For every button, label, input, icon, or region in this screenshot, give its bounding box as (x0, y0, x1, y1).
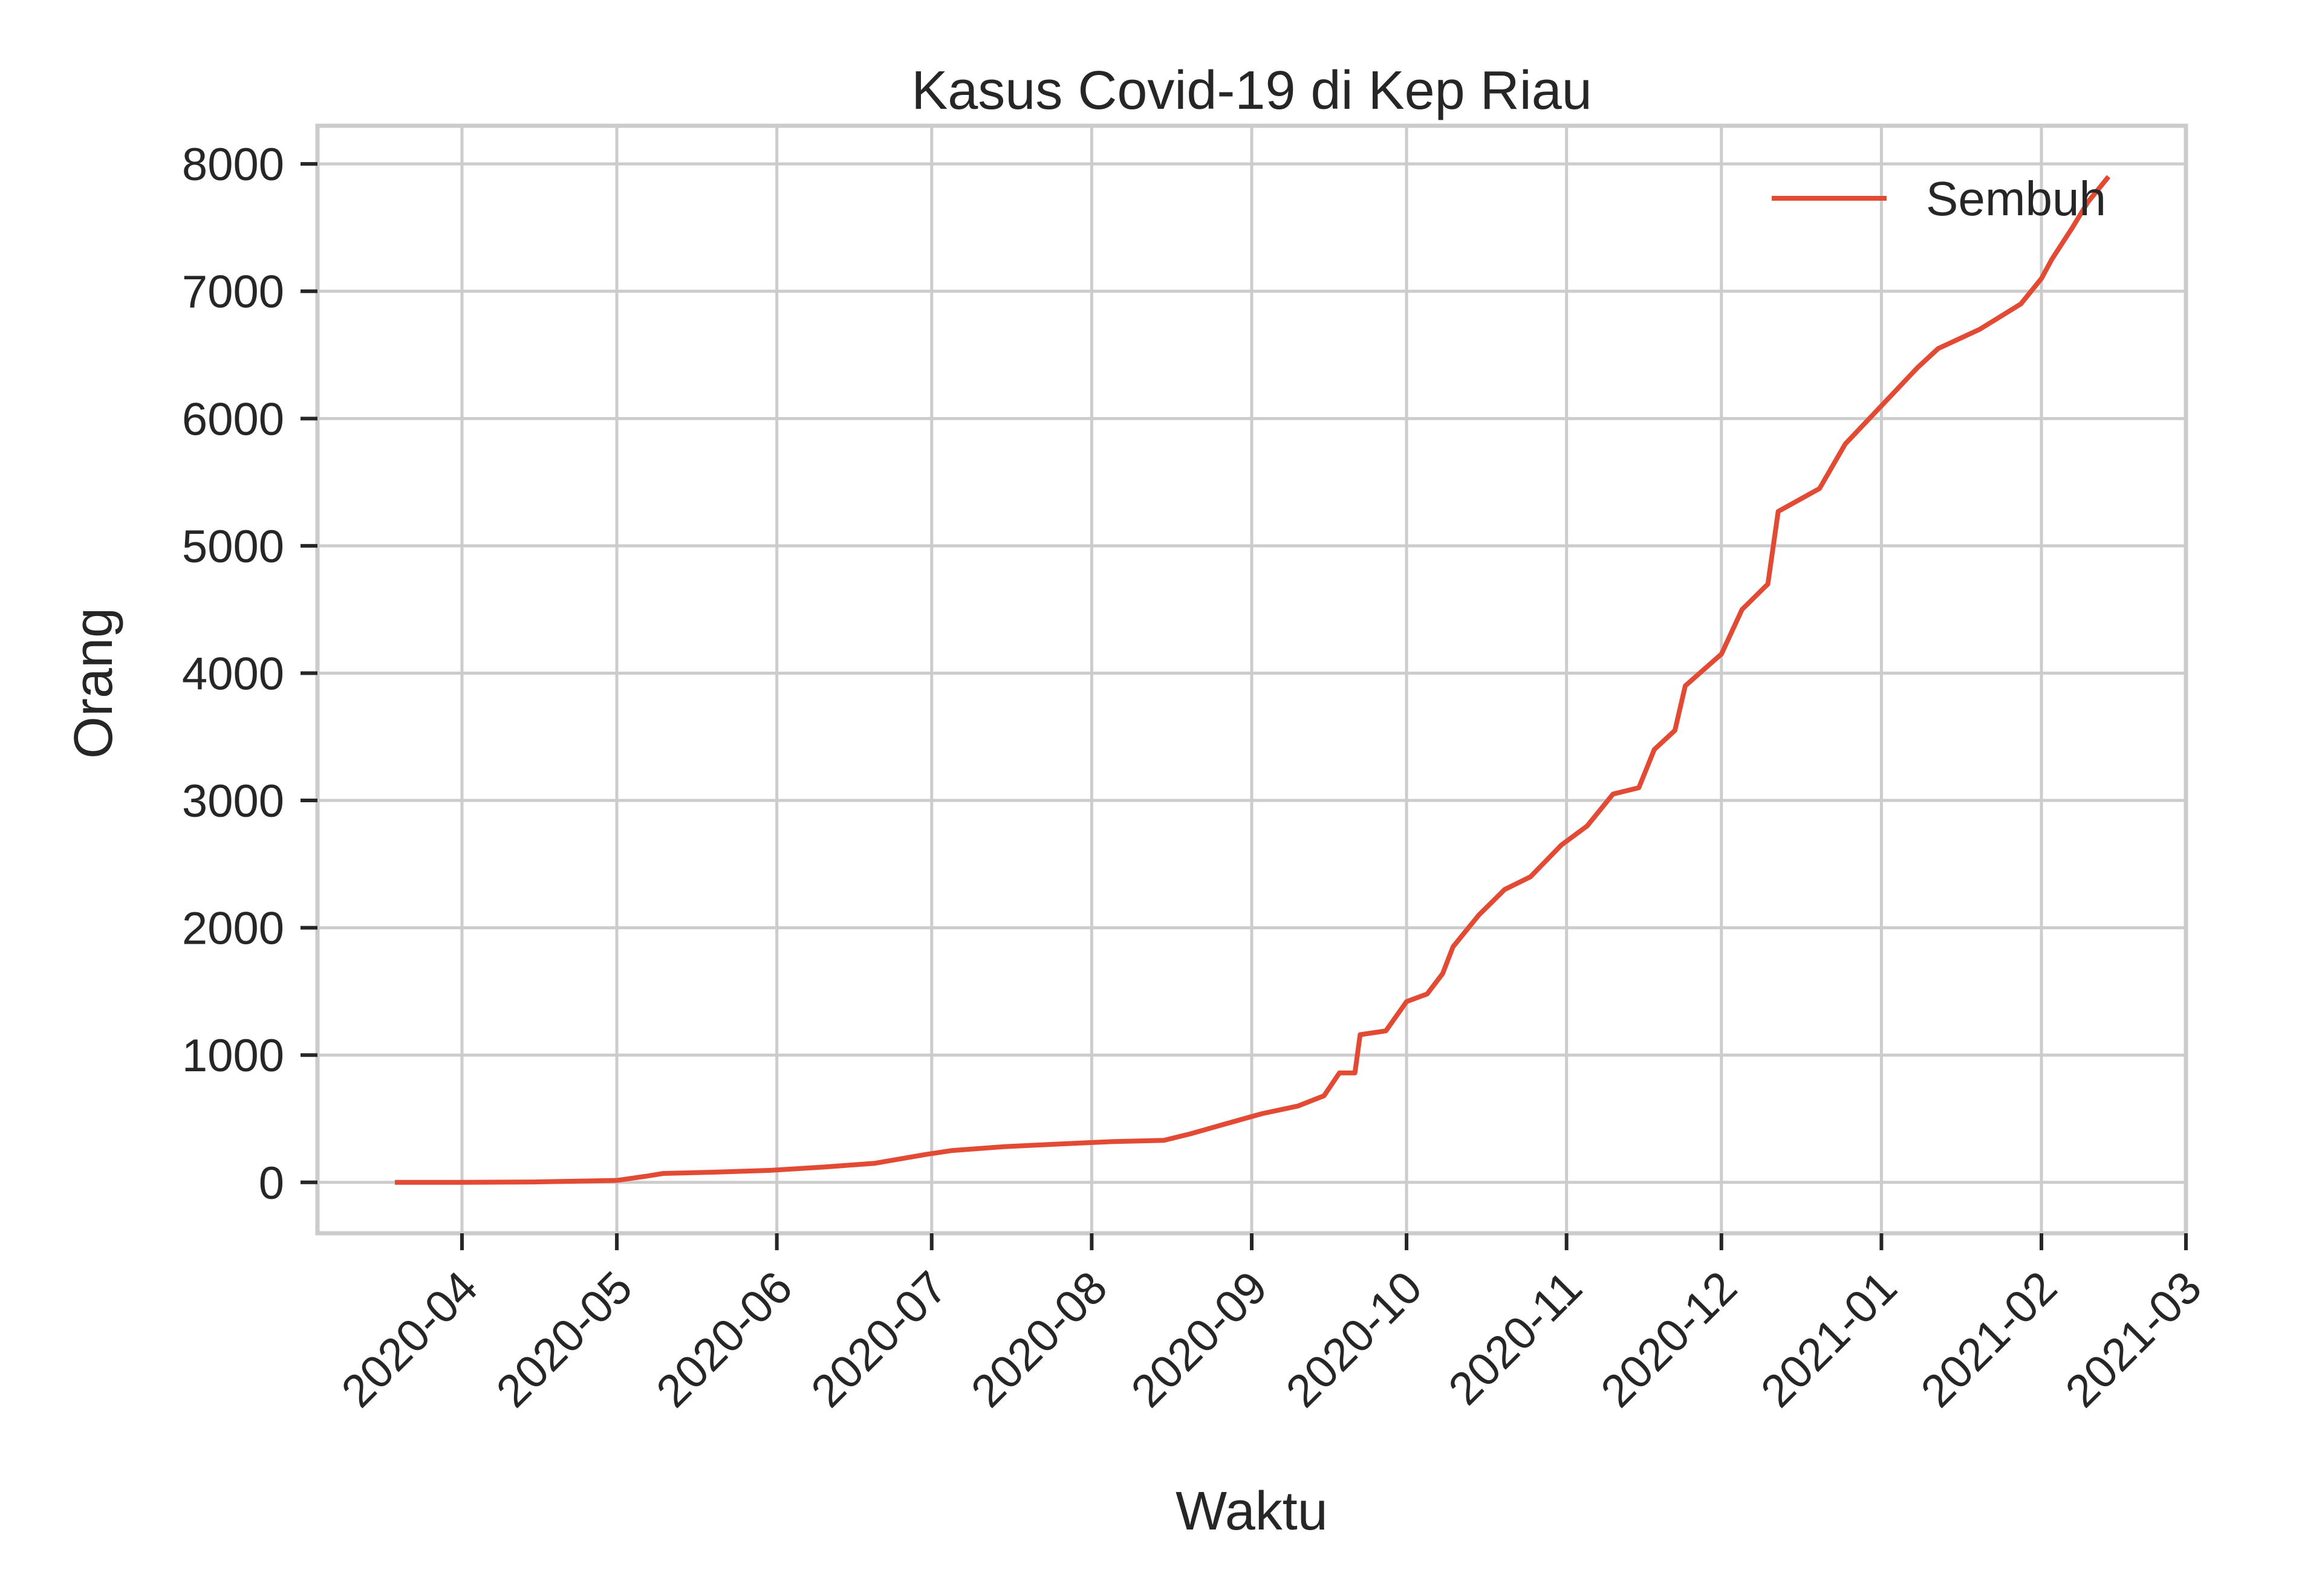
y-tick-label: 8000 (182, 139, 284, 190)
grid-lines (317, 126, 2188, 1233)
y-tick-label: 7000 (182, 267, 284, 318)
legend: Sembuh (1772, 172, 2106, 225)
y-tick-label: 0 (259, 1158, 284, 1209)
y-tick-label: 5000 (182, 521, 284, 573)
y-tick-label: 6000 (182, 394, 284, 445)
x-axis-label: Waktu (1176, 1481, 1328, 1542)
y-axis-label: Orang (63, 608, 124, 759)
y-tick-label: 4000 (182, 648, 284, 699)
legend-label-sembuh: Sembuh (1926, 172, 2106, 225)
y-tick-label: 3000 (182, 776, 284, 827)
y-tick-label: 1000 (182, 1030, 284, 1082)
series-line-sembuh (395, 175, 2111, 1185)
y-tick-label: 2000 (182, 903, 284, 955)
chart-title: Kasus Covid-19 di Kep Riau (911, 60, 1592, 121)
